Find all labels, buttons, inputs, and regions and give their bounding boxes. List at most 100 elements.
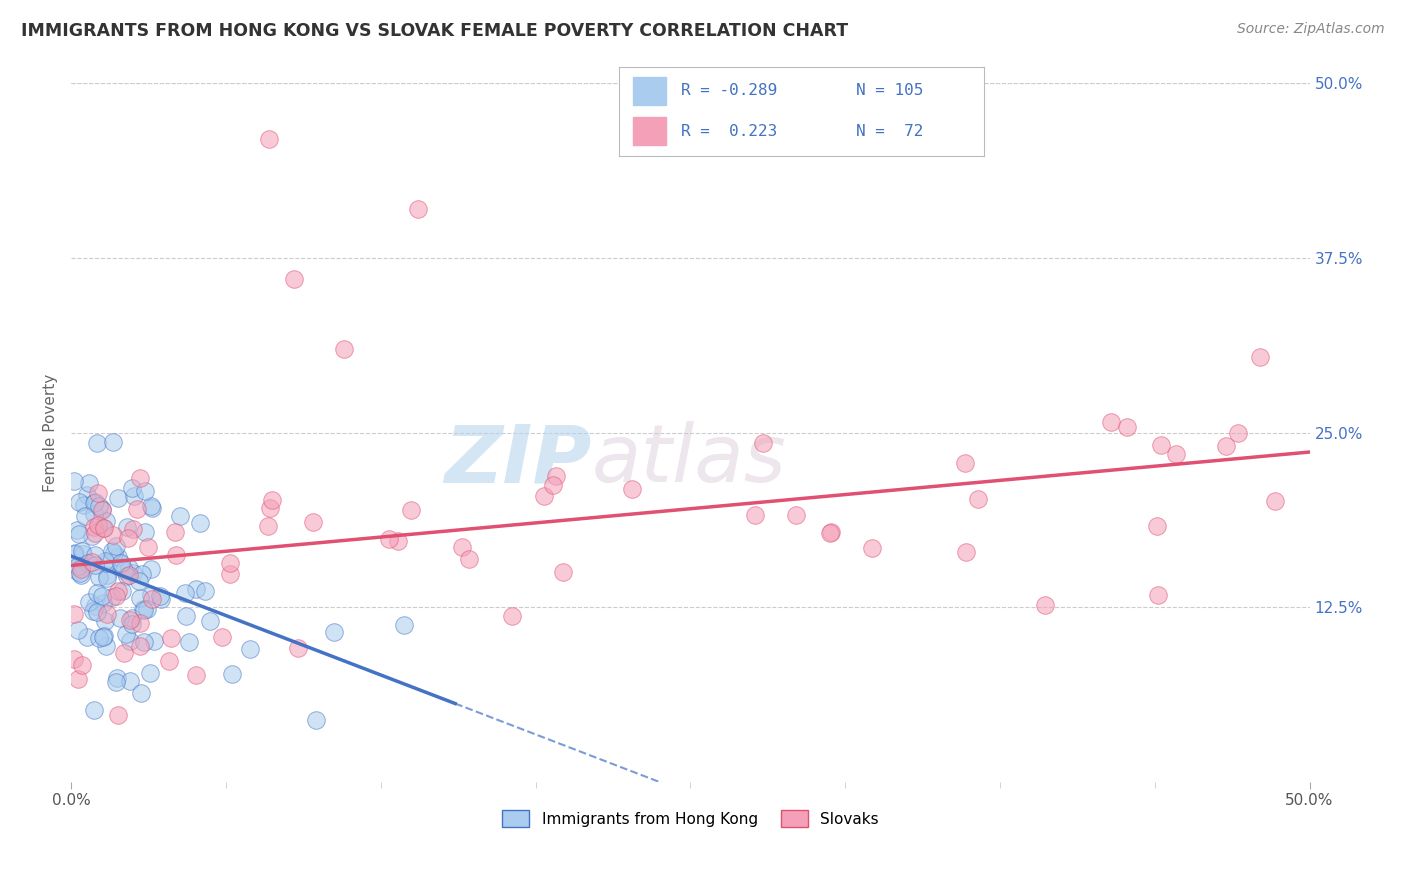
- Point: [221, 667, 243, 681]
- Text: R = -0.289: R = -0.289: [681, 84, 778, 98]
- Point: [399, 503, 422, 517]
- Point: [620, 483, 643, 497]
- Point: [136, 541, 159, 555]
- Point: [134, 635, 156, 649]
- Bar: [633, 117, 666, 145]
- Point: [117, 531, 139, 545]
- Point: [91, 596, 114, 610]
- Point: [139, 666, 162, 681]
- Point: [143, 634, 166, 648]
- Point: [104, 590, 127, 604]
- Point: [501, 608, 523, 623]
- Point: [111, 584, 134, 599]
- Point: [139, 587, 162, 601]
- Point: [63, 546, 86, 560]
- Point: [450, 540, 472, 554]
- Point: [141, 500, 163, 515]
- Point: [67, 672, 90, 686]
- Point: [967, 491, 990, 506]
- Point: [115, 569, 138, 583]
- Y-axis label: Female Poverty: Female Poverty: [44, 374, 58, 491]
- Point: [66, 564, 89, 578]
- Point: [94, 614, 117, 628]
- Point: [77, 557, 100, 571]
- Point: [174, 609, 197, 624]
- Point: [107, 549, 129, 564]
- Point: [118, 633, 141, 648]
- Point: [1033, 598, 1056, 612]
- Point: [86, 586, 108, 600]
- Point: [259, 500, 281, 515]
- Point: [73, 508, 96, 523]
- Point: [302, 515, 325, 529]
- Text: N = 105: N = 105: [856, 84, 924, 98]
- Point: [62, 652, 84, 666]
- Point: [76, 631, 98, 645]
- Point: [134, 525, 156, 540]
- Point: [94, 557, 117, 571]
- Point: [107, 708, 129, 723]
- Point: [94, 514, 117, 528]
- Point: [84, 599, 107, 613]
- Point: [283, 272, 305, 286]
- Point: [69, 566, 91, 581]
- Point: [110, 557, 132, 571]
- Point: [93, 629, 115, 643]
- Point: [96, 567, 118, 582]
- Point: [122, 566, 145, 581]
- Point: [70, 559, 93, 574]
- Point: [83, 507, 105, 521]
- Point: [1227, 425, 1250, 440]
- Point: [67, 527, 90, 541]
- Point: [128, 574, 150, 588]
- Point: [1164, 447, 1187, 461]
- Text: Source: ZipAtlas.com: Source: ZipAtlas.com: [1237, 22, 1385, 37]
- Point: [91, 630, 114, 644]
- Point: [1264, 494, 1286, 508]
- Point: [820, 525, 842, 540]
- Point: [134, 603, 156, 617]
- Point: [169, 508, 191, 523]
- Point: [135, 601, 157, 615]
- Point: [63, 607, 86, 621]
- Legend: Immigrants from Hong Kong, Slovaks: Immigrants from Hong Kong, Slovaks: [496, 804, 886, 833]
- Point: [83, 703, 105, 717]
- Point: [260, 492, 283, 507]
- Point: [93, 521, 115, 535]
- Point: [125, 501, 148, 516]
- Point: [91, 503, 114, 517]
- Point: [107, 491, 129, 505]
- Point: [131, 567, 153, 582]
- Point: [219, 566, 242, 581]
- Point: [73, 498, 96, 512]
- Point: [378, 532, 401, 546]
- Point: [96, 607, 118, 621]
- Point: [128, 591, 150, 606]
- Point: [184, 668, 207, 682]
- Point: [198, 614, 221, 628]
- Point: [63, 475, 86, 489]
- Point: [1249, 350, 1271, 364]
- Text: R =  0.223: R = 0.223: [681, 124, 778, 138]
- Point: [101, 590, 124, 604]
- Point: [533, 490, 555, 504]
- Point: [86, 436, 108, 450]
- Point: [541, 477, 564, 491]
- Text: atlas: atlas: [592, 422, 786, 500]
- Point: [103, 435, 125, 450]
- Point: [129, 615, 152, 630]
- Point: [91, 521, 114, 535]
- Point: [86, 606, 108, 620]
- Bar: [633, 77, 666, 105]
- Point: [132, 602, 155, 616]
- Point: [953, 456, 976, 470]
- Point: [72, 657, 94, 672]
- Point: [93, 554, 115, 568]
- Point: [188, 516, 211, 531]
- Point: [174, 586, 197, 600]
- Point: [194, 583, 217, 598]
- Point: [77, 594, 100, 608]
- Point: [751, 435, 773, 450]
- Point: [84, 558, 107, 572]
- Point: [117, 561, 139, 575]
